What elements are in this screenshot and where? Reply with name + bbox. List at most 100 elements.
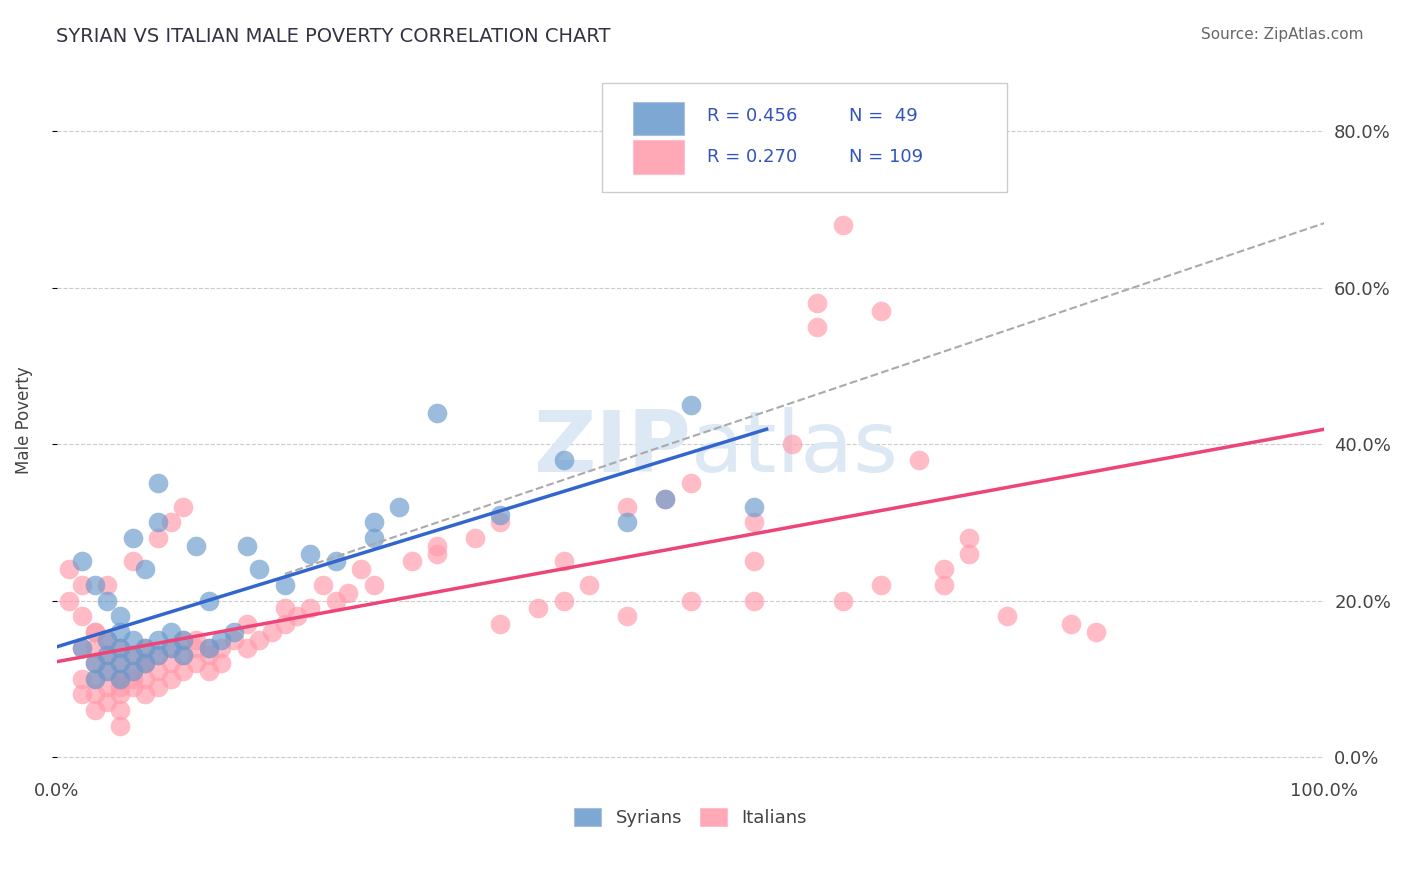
Point (236, 617, 259, 632)
Point (70, 688, 93, 702)
Point (159, 640, 181, 655)
Point (146, 516, 169, 530)
Point (172, 664, 194, 678)
Point (121, 554, 143, 568)
Point (108, 656, 131, 670)
Point (134, 656, 156, 670)
Point (96, 648, 118, 663)
Point (172, 648, 194, 663)
Point (83, 656, 105, 670)
Point (121, 648, 143, 663)
Point (58, 593, 80, 607)
Point (1085, 624, 1108, 639)
Point (108, 672, 131, 686)
Point (209, 640, 232, 655)
Point (83, 624, 105, 639)
Point (159, 656, 181, 670)
Point (159, 640, 181, 655)
Point (83, 578, 105, 592)
Point (869, 578, 891, 592)
Text: Source: ZipAtlas.com: Source: ZipAtlas.com (1201, 27, 1364, 42)
Point (146, 648, 169, 663)
Point (108, 656, 131, 670)
Point (70, 640, 93, 655)
Point (83, 672, 105, 686)
Point (831, 593, 853, 607)
Point (159, 672, 181, 686)
Point (70, 609, 93, 624)
Point (134, 640, 156, 655)
Point (96, 648, 118, 663)
Point (363, 531, 385, 545)
Point (869, 304, 891, 318)
Point (108, 703, 131, 717)
Point (489, 516, 512, 530)
Point (134, 672, 156, 686)
Point (224, 624, 246, 639)
Point (325, 593, 347, 607)
Point (96, 593, 118, 607)
Point (70, 554, 93, 568)
Point (363, 578, 385, 592)
Point (96, 695, 118, 709)
Point (401, 554, 423, 568)
Point (96, 578, 118, 592)
Point (121, 680, 143, 694)
Point (146, 648, 169, 663)
Point (654, 491, 676, 506)
Point (274, 601, 297, 615)
Point (184, 539, 207, 553)
Point (388, 500, 411, 514)
Point (553, 593, 575, 607)
Point (742, 554, 765, 568)
Point (172, 648, 194, 663)
Point (224, 632, 246, 647)
Point (957, 531, 980, 545)
Point (96, 632, 118, 647)
Point (209, 632, 232, 647)
Point (553, 554, 575, 568)
Point (464, 531, 486, 545)
Point (553, 452, 575, 467)
Point (108, 609, 131, 624)
Point (96, 664, 118, 678)
Text: atlas: atlas (690, 408, 898, 491)
Point (299, 601, 322, 615)
Point (616, 500, 638, 514)
Point (426, 406, 449, 420)
Point (96, 632, 118, 647)
Point (108, 672, 131, 686)
Point (489, 617, 512, 632)
Point (616, 609, 638, 624)
Text: N = 109: N = 109 (849, 147, 924, 166)
Point (121, 664, 143, 678)
Point (146, 664, 169, 678)
Point (197, 664, 219, 678)
Point (134, 640, 156, 655)
Point (121, 648, 143, 663)
Point (184, 656, 207, 670)
Point (108, 719, 131, 733)
Point (299, 547, 322, 561)
Point (616, 516, 638, 530)
Point (96, 680, 118, 694)
Text: R = 0.270: R = 0.270 (707, 147, 797, 166)
Point (197, 640, 219, 655)
Y-axis label: Male Poverty: Male Poverty (15, 367, 32, 475)
Point (58, 562, 80, 576)
Point (146, 680, 169, 694)
Point (679, 476, 702, 491)
Point (197, 593, 219, 607)
Point (83, 688, 105, 702)
Point (108, 624, 131, 639)
Point (780, 437, 803, 451)
Point (679, 398, 702, 412)
FancyBboxPatch shape (602, 83, 1008, 192)
Point (83, 624, 105, 639)
Point (932, 578, 955, 592)
Point (249, 632, 271, 647)
Point (197, 648, 219, 663)
Point (932, 562, 955, 576)
Point (679, 593, 702, 607)
Point (159, 624, 181, 639)
